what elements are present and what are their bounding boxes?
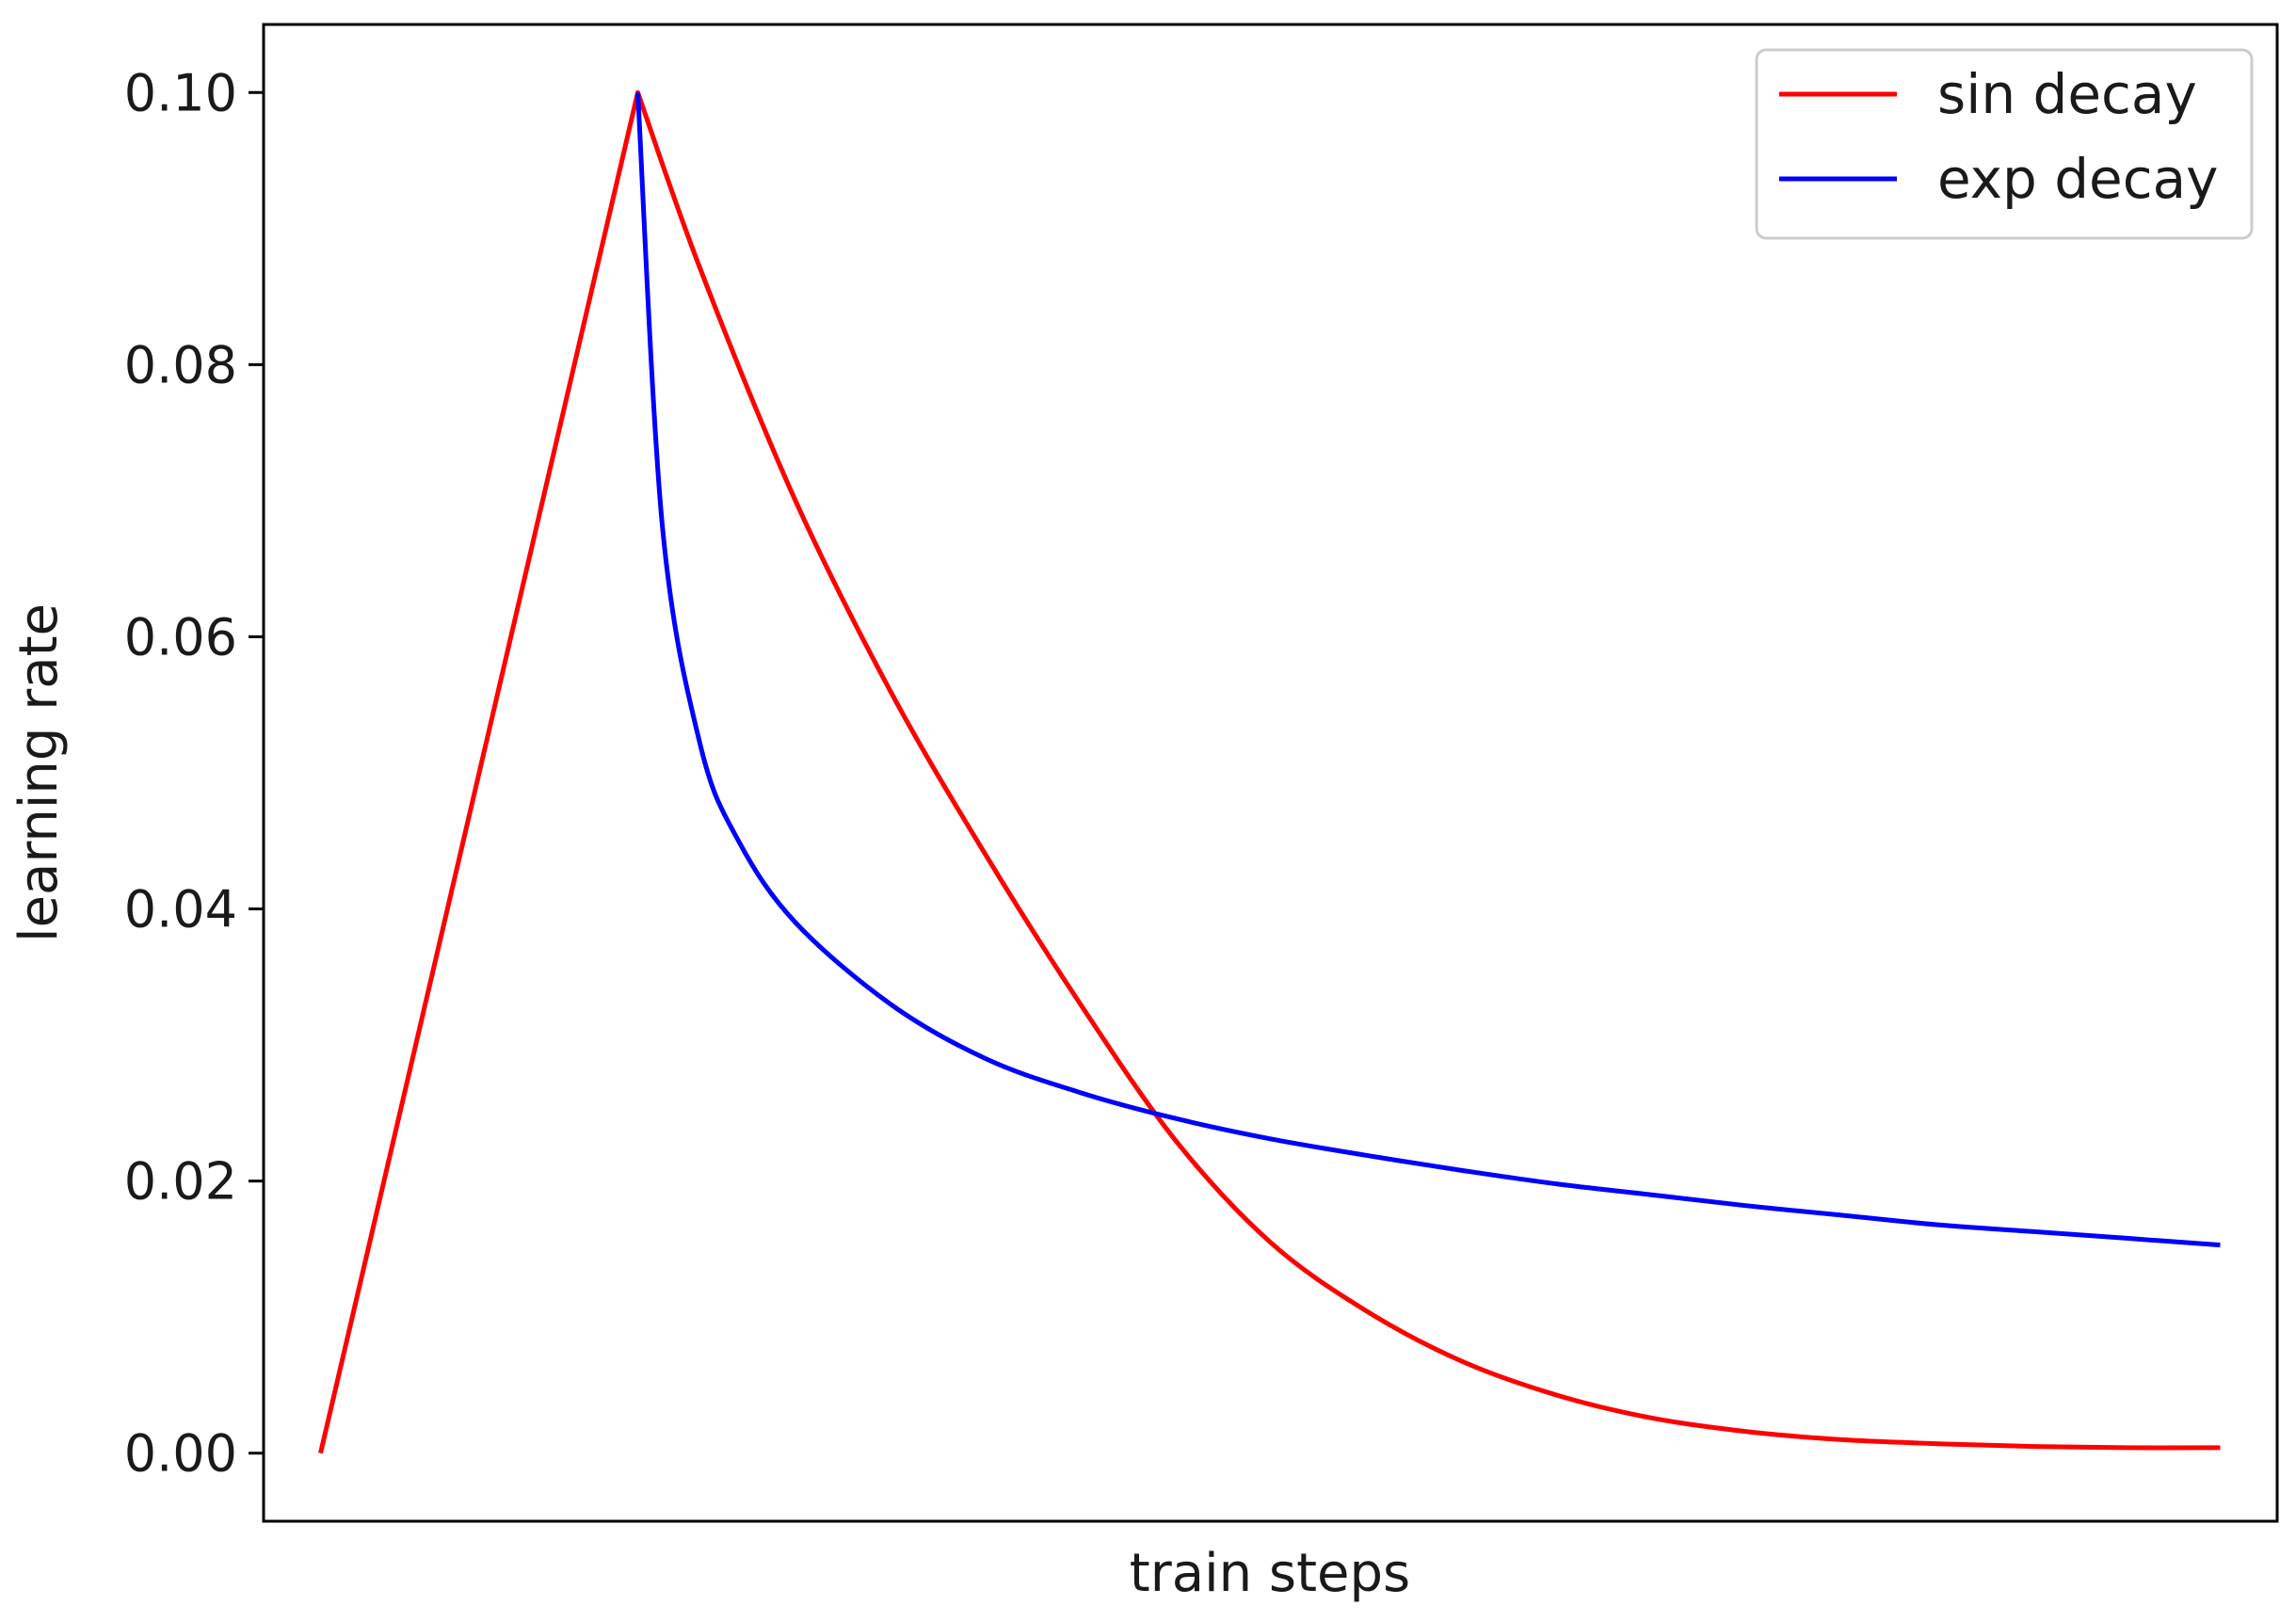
legend-box	[1755, 48, 2254, 240]
series-layer	[318, 89, 2221, 1454]
y-axis-label: learning rate	[8, 603, 70, 942]
legend-label-sin-decay: sin decay	[1937, 62, 2197, 126]
legend: sin decay exp decay	[1755, 48, 2254, 240]
y-tick-label: 0.06	[124, 607, 237, 666]
y-tick-label: 0.04	[124, 880, 237, 939]
y-axis-ticks: 0.00 0.02 0.04 0.06 0.08 0.10	[124, 63, 264, 1484]
x-axis-label: train steps	[1130, 1543, 1410, 1604]
y-tick-label: 0.08	[124, 335, 237, 394]
legend-label-exp-decay: exp decay	[1937, 147, 2219, 211]
plot-frame	[262, 23, 2279, 1523]
y-tick-label: 0.10	[124, 63, 237, 122]
y-tick-label: 0.00	[124, 1424, 237, 1484]
y-tick-label: 0.02	[124, 1152, 237, 1212]
series-line-sin-decay	[318, 89, 2221, 1454]
series-line-exp-decay	[635, 92, 2221, 1248]
